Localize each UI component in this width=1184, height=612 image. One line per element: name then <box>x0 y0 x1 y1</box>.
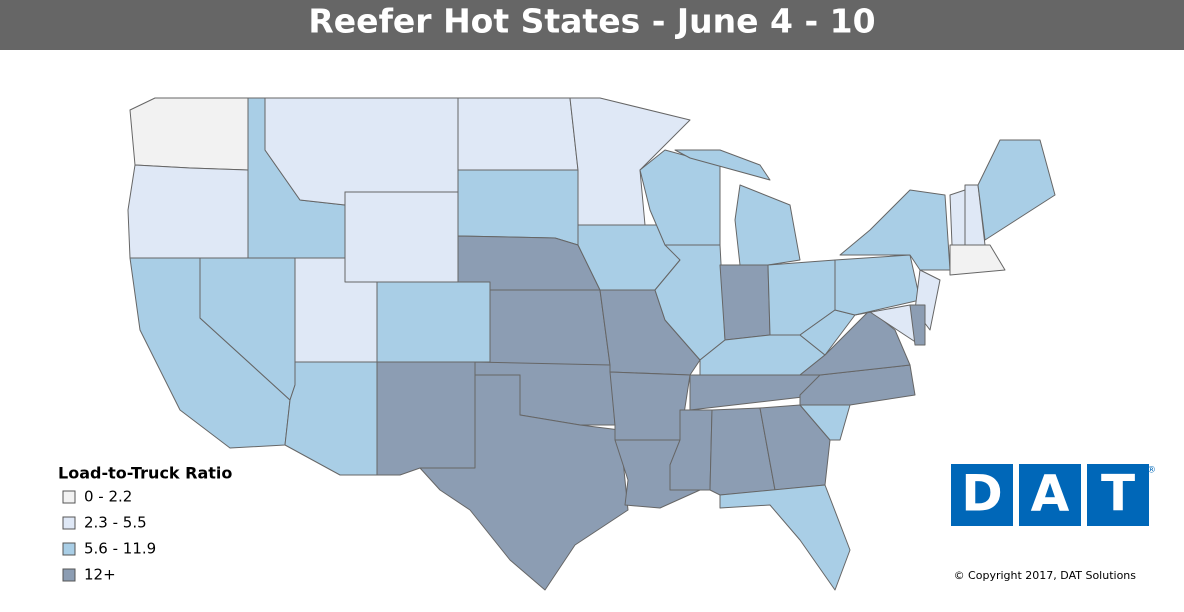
state <box>457 169 579 246</box>
legend: 0 - 2.2 2.3 - 5.5 5.6 - 11.9 12+ <box>62 488 156 584</box>
legend-swatch <box>62 490 76 504</box>
title: Reefer Hot States - June 4 - 10 <box>308 2 875 41</box>
us-map <box>127 97 1056 591</box>
state <box>834 254 921 316</box>
legend-label: 5.6 - 11.9 <box>84 540 156 558</box>
state <box>376 281 491 363</box>
state <box>129 97 249 171</box>
legend-swatch <box>62 516 76 530</box>
state <box>264 97 459 206</box>
state <box>759 404 831 491</box>
logo-letter: D <box>961 465 1003 523</box>
header-band <box>0 0 1184 50</box>
legend-title: Load-to-Truck Ratio <box>58 464 232 483</box>
logo-letter: A <box>1031 465 1070 523</box>
state <box>457 97 579 171</box>
state <box>977 139 1056 241</box>
state <box>609 371 691 441</box>
state <box>127 164 249 259</box>
legend-label: 2.3 - 5.5 <box>84 514 147 532</box>
state <box>344 191 459 283</box>
state <box>909 304 926 346</box>
copyright: © Copyright 2017, DAT Solutions <box>954 569 1137 582</box>
state <box>674 149 771 181</box>
legend-label: 12+ <box>84 566 116 584</box>
state <box>419 374 629 591</box>
state <box>719 484 851 591</box>
state <box>734 184 801 266</box>
logo-mark: ® <box>1147 466 1156 476</box>
state <box>839 189 951 271</box>
state <box>949 189 966 246</box>
legend-swatch <box>62 568 76 582</box>
logo-box <box>951 464 1013 526</box>
state <box>284 361 378 476</box>
state <box>569 97 691 226</box>
state <box>654 244 726 361</box>
logo-box <box>1019 464 1081 526</box>
state <box>489 289 611 366</box>
legend-swatch <box>62 542 76 556</box>
logo-letter: T <box>1101 465 1135 523</box>
state <box>719 264 771 341</box>
logo-box <box>1087 464 1149 526</box>
state <box>949 244 1006 276</box>
state <box>376 361 476 476</box>
legend-label: 0 - 2.2 <box>84 488 132 506</box>
